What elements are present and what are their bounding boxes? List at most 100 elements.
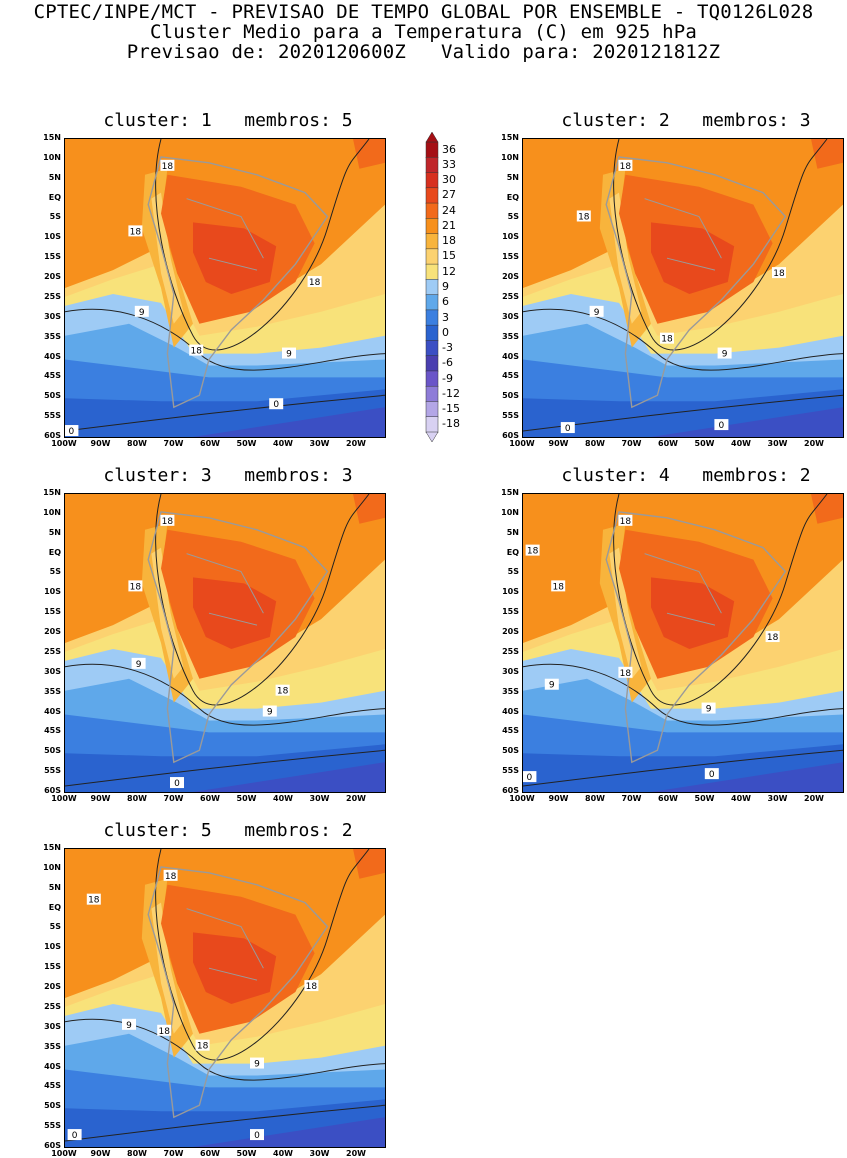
contour-label: 18 [618,514,633,527]
colorbar-swatch [425,309,439,326]
lat-tick-label: 40S [44,1061,61,1071]
svg-text:9: 9 [267,708,273,718]
colorbar-swatch [425,279,439,296]
panel-title: cluster: 4 membros: 2 [561,465,811,486]
contour-label: 9 [589,305,604,318]
colorbar-label: -3 [442,341,453,355]
colorbar-label: 21 [442,218,456,232]
lat-tick-label: EQ [506,192,519,202]
contour-label: 18 [525,544,540,557]
lat-tick-label: 15S [502,607,519,617]
header-title: CPTEC/INPE/MCT - PREVISAO DE TEMPO GLOBA… [33,1,814,23]
svg-text:0: 0 [719,421,725,431]
lon-tick-label: 80W [127,439,147,448]
colorbar-label: 3 [442,310,449,324]
colorbar: 36 33 30 27 24 21 18 15 12 9 6 3 0 -3 -6 -9 -12 -15 -18 [422,131,462,443]
lon-tick-label: 30W [767,794,788,803]
lat-tick-label: 15N [501,488,519,497]
lat-tick-label: 10S [44,587,61,597]
lat-tick-label: 15N [43,488,61,497]
lon-tick-label: 50W [236,794,257,803]
svg-text:18: 18 [277,687,289,697]
lon-tick-label: 80W [127,794,147,803]
svg-text:18: 18 [165,872,177,882]
lon-tick-label: 40W [731,794,751,803]
colorbar-label: -9 [442,371,453,385]
colorbar-swatch [425,157,439,174]
colorbar-label: 30 [442,173,456,187]
lon-tick-label: 40W [731,439,751,448]
contour-label: 0 [269,398,284,410]
colorbar-swatch [425,401,439,418]
lon-tick-label: 70W [163,439,184,448]
svg-text:18: 18 [88,896,100,906]
lat-tick-label: EQ [48,547,61,557]
contour-label: 18 [618,159,633,172]
colorbar-swatch [425,324,439,342]
lon-tick-label: 70W [621,439,642,448]
svg-text:9: 9 [722,350,728,360]
lat-tick-label: 35S [502,331,519,341]
header-subtitle: Cluster Medio para a Temperatura (C) em … [149,21,698,43]
lon-tick-label: 50W [236,1149,257,1158]
lat-tick-label: 40S [502,706,519,716]
svg-text:18: 18 [552,582,564,592]
lat-tick-label: 10S [502,587,519,597]
lon-tick-label: 80W [585,794,605,803]
contour-label: 18 [195,1039,210,1052]
lat-tick-label: 5N [48,882,61,892]
contour-label: 0 [714,419,729,431]
contour-label: 9 [262,705,277,718]
panel-title: cluster: 2 membros: 3 [561,110,811,131]
lat-tick-label: 20S [44,982,61,992]
lat-tick-label: 35S [44,331,61,341]
map-area: 18 18 18 9 18 18 9 0 0 [64,848,386,1148]
lat-tick-label: 60S [502,786,519,795]
lat-tick-label: 10N [43,152,61,162]
svg-text:18: 18 [527,547,539,557]
lat-tick-label: 40S [44,706,61,716]
lat-tick-label: 20S [502,272,519,282]
lat-tick-label: 25S [44,646,61,656]
map-area: 18 18 18 9 18 9 0 0 [64,138,386,438]
lat-tick-label: 10N [43,862,61,872]
svg-text:18: 18 [130,582,142,592]
lat-tick-label: 15N [43,843,61,852]
lat-tick-label: 35S [44,686,61,696]
contour-label: 0 [704,768,719,780]
lat-tick-label: 50S [44,391,61,401]
lat-tick-label: 60S [44,1141,61,1150]
contour-label: 18 [307,276,322,288]
lat-tick-label: 30S [502,666,519,676]
lat-tick-label: 30S [44,1021,61,1031]
colorbar-label: -15 [442,402,460,416]
colorbar-swatch [425,416,439,433]
lat-tick-label: 50S [44,746,61,756]
contour-label: 18 [189,344,204,357]
lat-tick-label: 20S [502,627,519,637]
lon-tick-label: 30W [309,794,330,803]
lat-tick-label: 25S [44,1001,61,1011]
colorbar-swatch [425,340,439,357]
contour-label: 0 [250,1129,264,1141]
contour-label: 18 [160,159,175,172]
lat-tick-label: 45S [502,726,519,736]
lon-tick-label: 20W [804,439,824,448]
lat-tick-label: 15S [502,252,519,262]
svg-text:18: 18 [158,1027,170,1037]
lon-tick-label: 100W [51,439,77,448]
lon-tick-label: 20W [346,794,366,803]
svg-text:18: 18 [620,162,632,172]
svg-text:0: 0 [565,424,571,434]
lat-tick-label: 10S [44,232,61,242]
contour-label: 9 [544,678,559,691]
colorbar-arrow-up [425,131,439,143]
lat-tick-label: 40S [502,351,519,361]
lon-tick-label: 90W [548,794,569,803]
lon-tick-label: 60W [200,794,220,803]
contour-label: 9 [717,347,732,360]
lon-tick-label: 80W [127,1149,147,1158]
svg-text:0: 0 [72,1131,78,1141]
lon-tick-label: 100W [51,1149,77,1158]
panel-title: cluster: 1 membros: 5 [103,110,353,131]
